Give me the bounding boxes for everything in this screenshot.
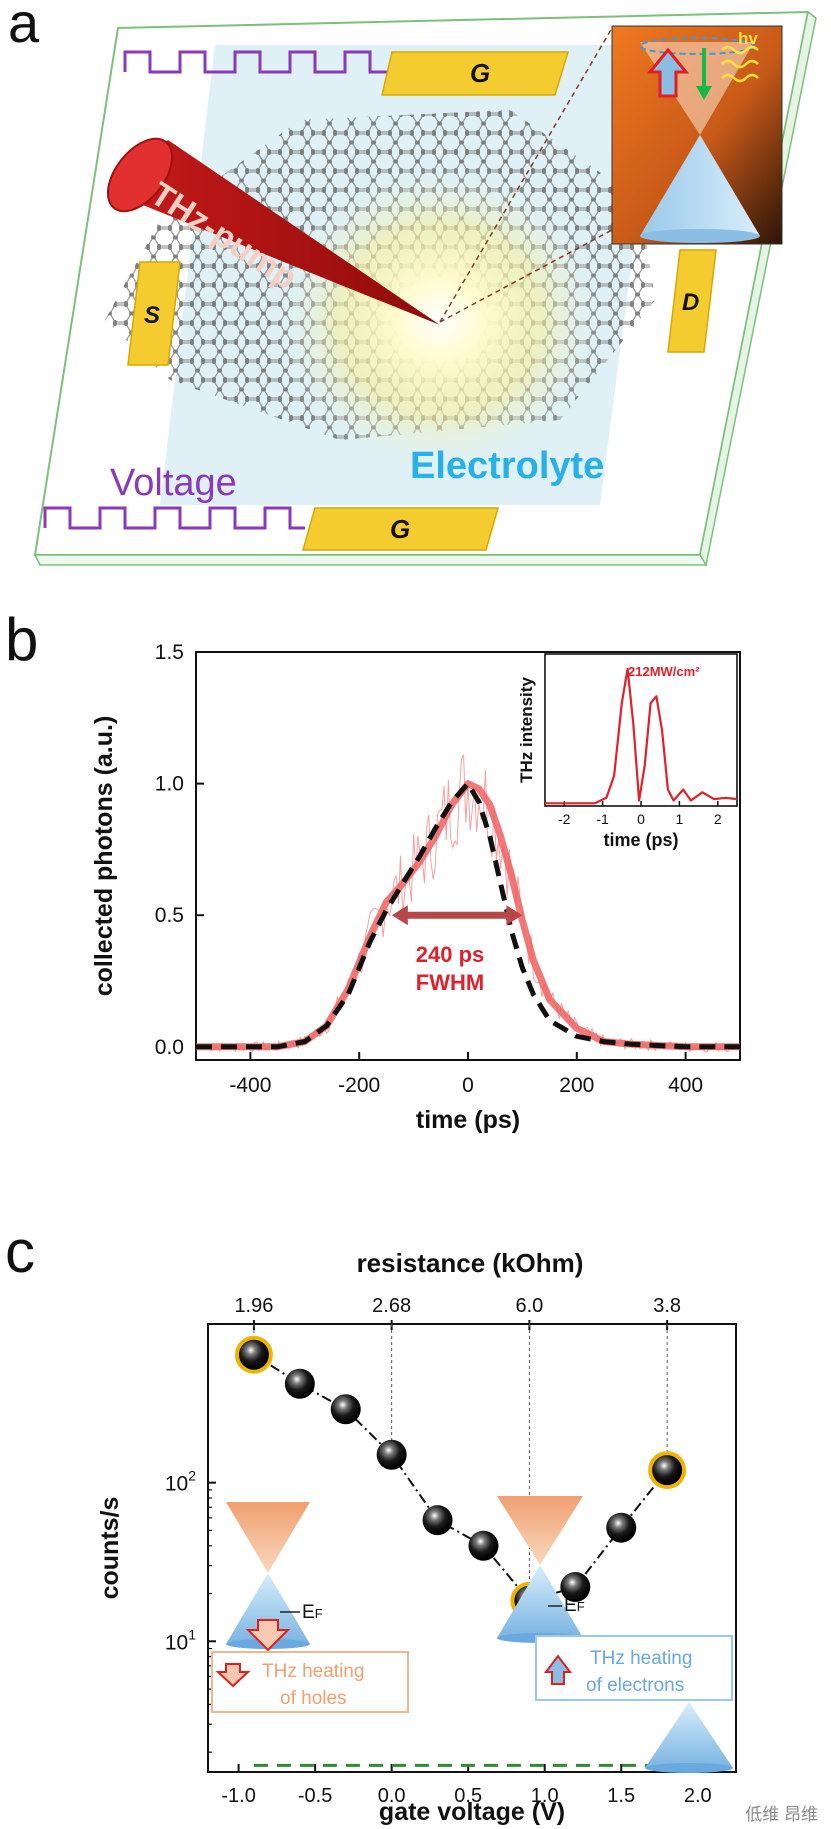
top-axis-tick-label: 1.96 — [234, 1295, 273, 1317]
inset-x-tick-label: -2 — [558, 811, 571, 827]
top-axis-tick-label: 2.68 — [372, 1295, 411, 1317]
inset-x-tick-label: 2 — [714, 811, 722, 827]
voltage-wave-top — [123, 50, 390, 74]
dirac-cone-inset: hv — [611, 25, 783, 245]
top-axis-title: resistance (kOhm) — [357, 1248, 584, 1278]
data-point — [606, 1512, 637, 1543]
x-tick-label: 200 — [559, 1074, 594, 1097]
c-x-axis-label: gate voltage (V) — [379, 1798, 565, 1826]
data-point — [238, 1339, 269, 1370]
panel-c-label: c — [5, 1220, 35, 1285]
y-tick-label: 0.5 — [155, 904, 184, 927]
plot-c-frame — [207, 1323, 737, 1773]
inset-x-axis-label: time (ps) — [603, 830, 678, 850]
gate-electrode-top — [381, 51, 570, 96]
legend-holes: THz heating of holes — [211, 1651, 409, 1713]
fwhm-annotation: 240 ps FWHM — [391, 905, 523, 995]
inset-x-tick-label: 1 — [676, 811, 684, 827]
source-electrode — [127, 261, 181, 366]
legend-electrons-line1: THz heating — [590, 1648, 692, 1669]
legend-holes-line1: THz heating — [262, 1661, 364, 1682]
cone-dirac: EF — [497, 1496, 585, 1643]
panel-b-chart: b -400 -200 0 200 400 0.0 0.5 1.0 1.5 240 ps FWH… — [5, 606, 741, 1134]
c-x-tick-label: 0.0 — [378, 1785, 406, 1807]
panel-a-label: a — [8, 0, 40, 54]
y-tick-label: 0.0 — [155, 1036, 184, 1059]
fwhm-value: 240 ps — [416, 942, 485, 967]
c-y-axis-label: counts/s — [96, 1497, 124, 1600]
inset-series — [545, 667, 738, 805]
data-point — [284, 1368, 315, 1399]
legend-electrons: THz heating of electrons — [535, 1635, 733, 1701]
data-point — [468, 1530, 499, 1561]
x-tick-label: -200 — [338, 1074, 380, 1097]
fermi-level-label-2: EF — [564, 1595, 585, 1616]
inset-frame — [544, 653, 738, 807]
inset-x-tick-label: -1 — [596, 811, 609, 827]
source-label: S — [144, 302, 160, 329]
top-axis-tick-label: 3.8 — [653, 1295, 681, 1317]
voltage-wave-bottom — [43, 506, 305, 530]
counts-line — [253, 1353, 668, 1602]
gate-label-top: G — [470, 58, 490, 88]
fwhm-label: FWHM — [416, 970, 484, 995]
inset-x-tick-label: 0 — [637, 811, 645, 827]
data-point — [376, 1439, 407, 1470]
y-axis-label: collected photons (a.u.) — [90, 716, 118, 997]
c-y-tick-label: 101 — [165, 1626, 196, 1654]
inset-y-axis-label: THz intensity — [517, 677, 536, 783]
data-point — [652, 1455, 683, 1486]
data-point — [330, 1394, 361, 1425]
c-x-tick-label: 1.5 — [607, 1785, 635, 1807]
legend-electrons-line2: of electrons — [586, 1675, 684, 1696]
panel-b-label: b — [5, 606, 38, 673]
thz-beam-face — [106, 137, 174, 213]
inset-leader-bottom — [439, 229, 613, 323]
drain-electrode — [667, 249, 717, 353]
series-measured — [196, 780, 740, 1051]
legend-holes-line2: of holes — [280, 1688, 347, 1709]
inset-power-label: 212MW/cm² — [628, 664, 700, 679]
x-tick-label: 0 — [462, 1074, 474, 1097]
pump-glow — [270, 160, 610, 480]
inset-leader-top — [439, 27, 613, 323]
data-point — [560, 1571, 591, 1602]
x-tick-label: 400 — [668, 1074, 703, 1097]
c-x-tick-label: -0.5 — [298, 1785, 332, 1807]
c-x-tick-label: 0.5 — [454, 1785, 482, 1807]
fermi-level-label-1: EF — [302, 1602, 323, 1623]
substrate-edge-bottom — [33, 554, 708, 566]
electrolyte-label: Electrolyte — [410, 445, 604, 487]
gate-electrode-bottom — [302, 507, 499, 551]
top-axis-tick-label: 6.0 — [515, 1295, 543, 1317]
series-fit — [196, 779, 740, 1050]
watermark: 低维 昂维 — [745, 1805, 818, 1824]
x-tick-label: -400 — [229, 1074, 271, 1097]
photon-energy-label: hv — [738, 29, 758, 48]
c-x-tick-label: 1.0 — [531, 1785, 559, 1807]
c-x-tick-label: -1.0 — [221, 1785, 255, 1807]
thz-beam-cone — [118, 140, 440, 325]
x-axis-label: time (ps) — [416, 1106, 520, 1134]
panel-a-illustration: a G G S D THz-pump hv Voltage Electr — [8, 0, 817, 568]
panel-c-chart: c resistance (kOhm) -1.0 -0.5 0.0 0.5 1.0 1.5… — [5, 1220, 818, 1826]
drain-label: D — [682, 289, 699, 316]
data-point — [422, 1505, 453, 1536]
voltage-label: Voltage — [110, 462, 237, 504]
gate-label-bottom: G — [390, 514, 410, 544]
y-tick-label: 1.0 — [155, 773, 184, 796]
c-x-tick-label: 2.0 — [684, 1785, 712, 1807]
y-tick-label: 1.5 — [155, 641, 184, 664]
c-y-tick-label: 102 — [165, 1468, 196, 1496]
cone-holes: EF — [226, 1502, 323, 1652]
